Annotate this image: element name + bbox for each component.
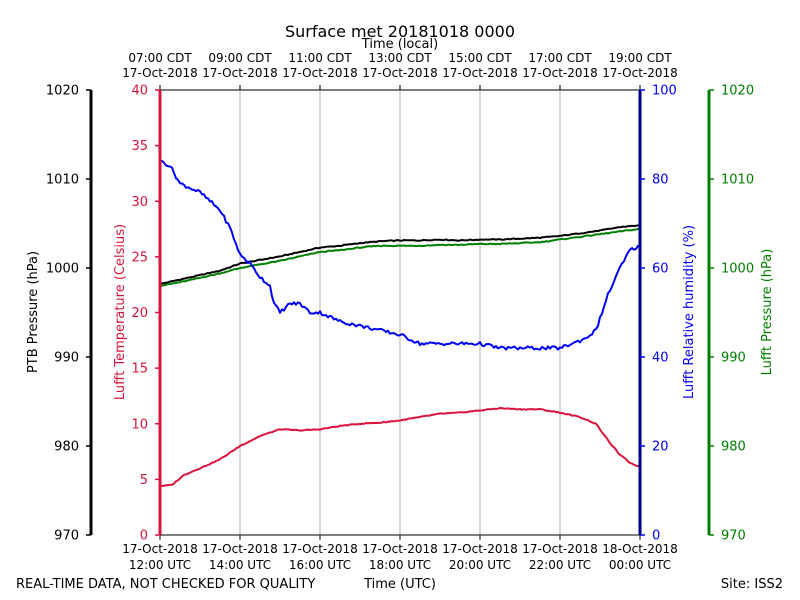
- top-tick-label-date: 17-Oct-2018: [202, 66, 278, 80]
- chart-title: Surface met 20181018 0000: [285, 22, 515, 41]
- x-tick-label-time: 14:00 UTC: [209, 558, 271, 572]
- series-lines: [159, 159, 641, 488]
- temperature-tick-label: 5: [140, 473, 148, 488]
- x-tick-label-date: 17-Oct-2018: [282, 542, 358, 556]
- top-tick-label-time: 09:00 CDT: [208, 51, 272, 65]
- axis-ticks: 17-Oct-2018 12:00 UTC 17-Oct-2018 14:00 UTC…: [46, 51, 754, 572]
- ptb-pressure-tick-label: 1010: [46, 173, 79, 188]
- top-tick-label-time: 07:00 CDT: [128, 51, 192, 65]
- top-tick-label-time: 19:00 CDT: [608, 51, 672, 65]
- lufft-temperature-line: [159, 406, 641, 488]
- humidity-tick-label: 0: [652, 529, 660, 544]
- top-axis-label: Time (local): [361, 37, 438, 52]
- ptb-pressure-tick-label: 1020: [46, 84, 79, 99]
- grid-lines: [239, 90, 561, 535]
- x-tick-label-time: 20:00 UTC: [449, 558, 511, 572]
- ptb-pressure-line: [159, 224, 641, 285]
- top-tick-label-time: 11:00 CDT: [288, 51, 352, 65]
- x-tick-label-date: 17-Oct-2018: [442, 542, 518, 556]
- humidity-tick-label: 20: [652, 440, 669, 455]
- top-tick-label-time: 15:00 CDT: [448, 51, 512, 65]
- top-tick-label-date: 17-Oct-2018: [522, 66, 598, 80]
- x-tick-label-date: 18-Oct-2018: [602, 542, 678, 556]
- x-tick-label-time: 22:00 UTC: [529, 558, 591, 572]
- temperature-tick-label: 40: [131, 84, 148, 99]
- x-tick-label-time: 00:00 UTC: [609, 558, 671, 572]
- top-tick-label-date: 17-Oct-2018: [362, 66, 438, 80]
- lufft-pressure-tick-label: 1020: [721, 84, 754, 99]
- humidity-tick-label: 100: [652, 84, 677, 99]
- temperature-tick-label: 25: [131, 250, 148, 265]
- ptb-pressure-tick-label: 1000: [46, 262, 79, 277]
- x-tick-label-date: 17-Oct-2018: [202, 542, 278, 556]
- humidity-tick-label: 60: [652, 262, 669, 277]
- x-tick-label-date: 17-Oct-2018: [522, 542, 598, 556]
- humidity-tick-label: 80: [652, 173, 669, 188]
- lufft-pressure-tick-label: 980: [721, 440, 746, 455]
- temperature-tick-label: 0: [140, 529, 148, 544]
- humidity-axis-label: Lufft Relative humidity (%): [682, 225, 697, 399]
- top-tick-label-date: 17-Oct-2018: [442, 66, 518, 80]
- top-tick-label-time: 17:00 CDT: [528, 51, 592, 65]
- humidity-tick-label: 40: [652, 351, 669, 366]
- ptb-pressure-tick-label: 990: [54, 351, 79, 366]
- top-tick-label-time: 13:00 CDT: [368, 51, 432, 65]
- lufft-pressure-tick-label: 970: [721, 529, 746, 544]
- top-tick-label-date: 17-Oct-2018: [602, 66, 678, 80]
- temperature-tick-label: 15: [131, 362, 148, 377]
- x-tick-label-time: 12:00 UTC: [129, 558, 191, 572]
- temperature-tick-label: 35: [131, 139, 148, 154]
- x-axis-label: Time (UTC): [363, 577, 436, 592]
- quality-disclaimer: REAL-TIME DATA, NOT CHECKED FOR QUALITY: [16, 577, 315, 592]
- lufft-pressure-line: [160, 227, 641, 287]
- ptb-pressure-tick-label: 970: [54, 529, 79, 544]
- top-tick-label-date: 17-Oct-2018: [282, 66, 358, 80]
- temperature-tick-label: 30: [131, 195, 148, 210]
- x-tick-label-time: 16:00 UTC: [289, 558, 351, 572]
- lufft-relative-humidity-line: [159, 159, 640, 351]
- ptb-pressure-axis-label: PTB Pressure (hPa): [26, 251, 41, 373]
- lufft-pressure-tick-label: 1010: [721, 173, 754, 188]
- site-label: Site: ISS2: [721, 577, 783, 592]
- lufft-pressure-tick-label: 1000: [721, 262, 754, 277]
- x-tick-label-date: 17-Oct-2018: [362, 542, 438, 556]
- temperature-axis-label: Lufft Temperature (Celsius): [113, 224, 128, 400]
- temperature-tick-label: 20: [131, 306, 148, 321]
- lufft-pressure-tick-label: 990: [721, 351, 746, 366]
- ptb-pressure-tick-label: 980: [54, 440, 79, 455]
- temperature-tick-label: 10: [131, 417, 148, 432]
- x-tick-label-date: 17-Oct-2018: [122, 542, 198, 556]
- lufft-pressure-axis-label: Lufft Pressure (hPa): [760, 249, 775, 376]
- x-tick-label-time: 18:00 UTC: [369, 558, 431, 572]
- top-tick-label-date: 17-Oct-2018: [122, 66, 198, 80]
